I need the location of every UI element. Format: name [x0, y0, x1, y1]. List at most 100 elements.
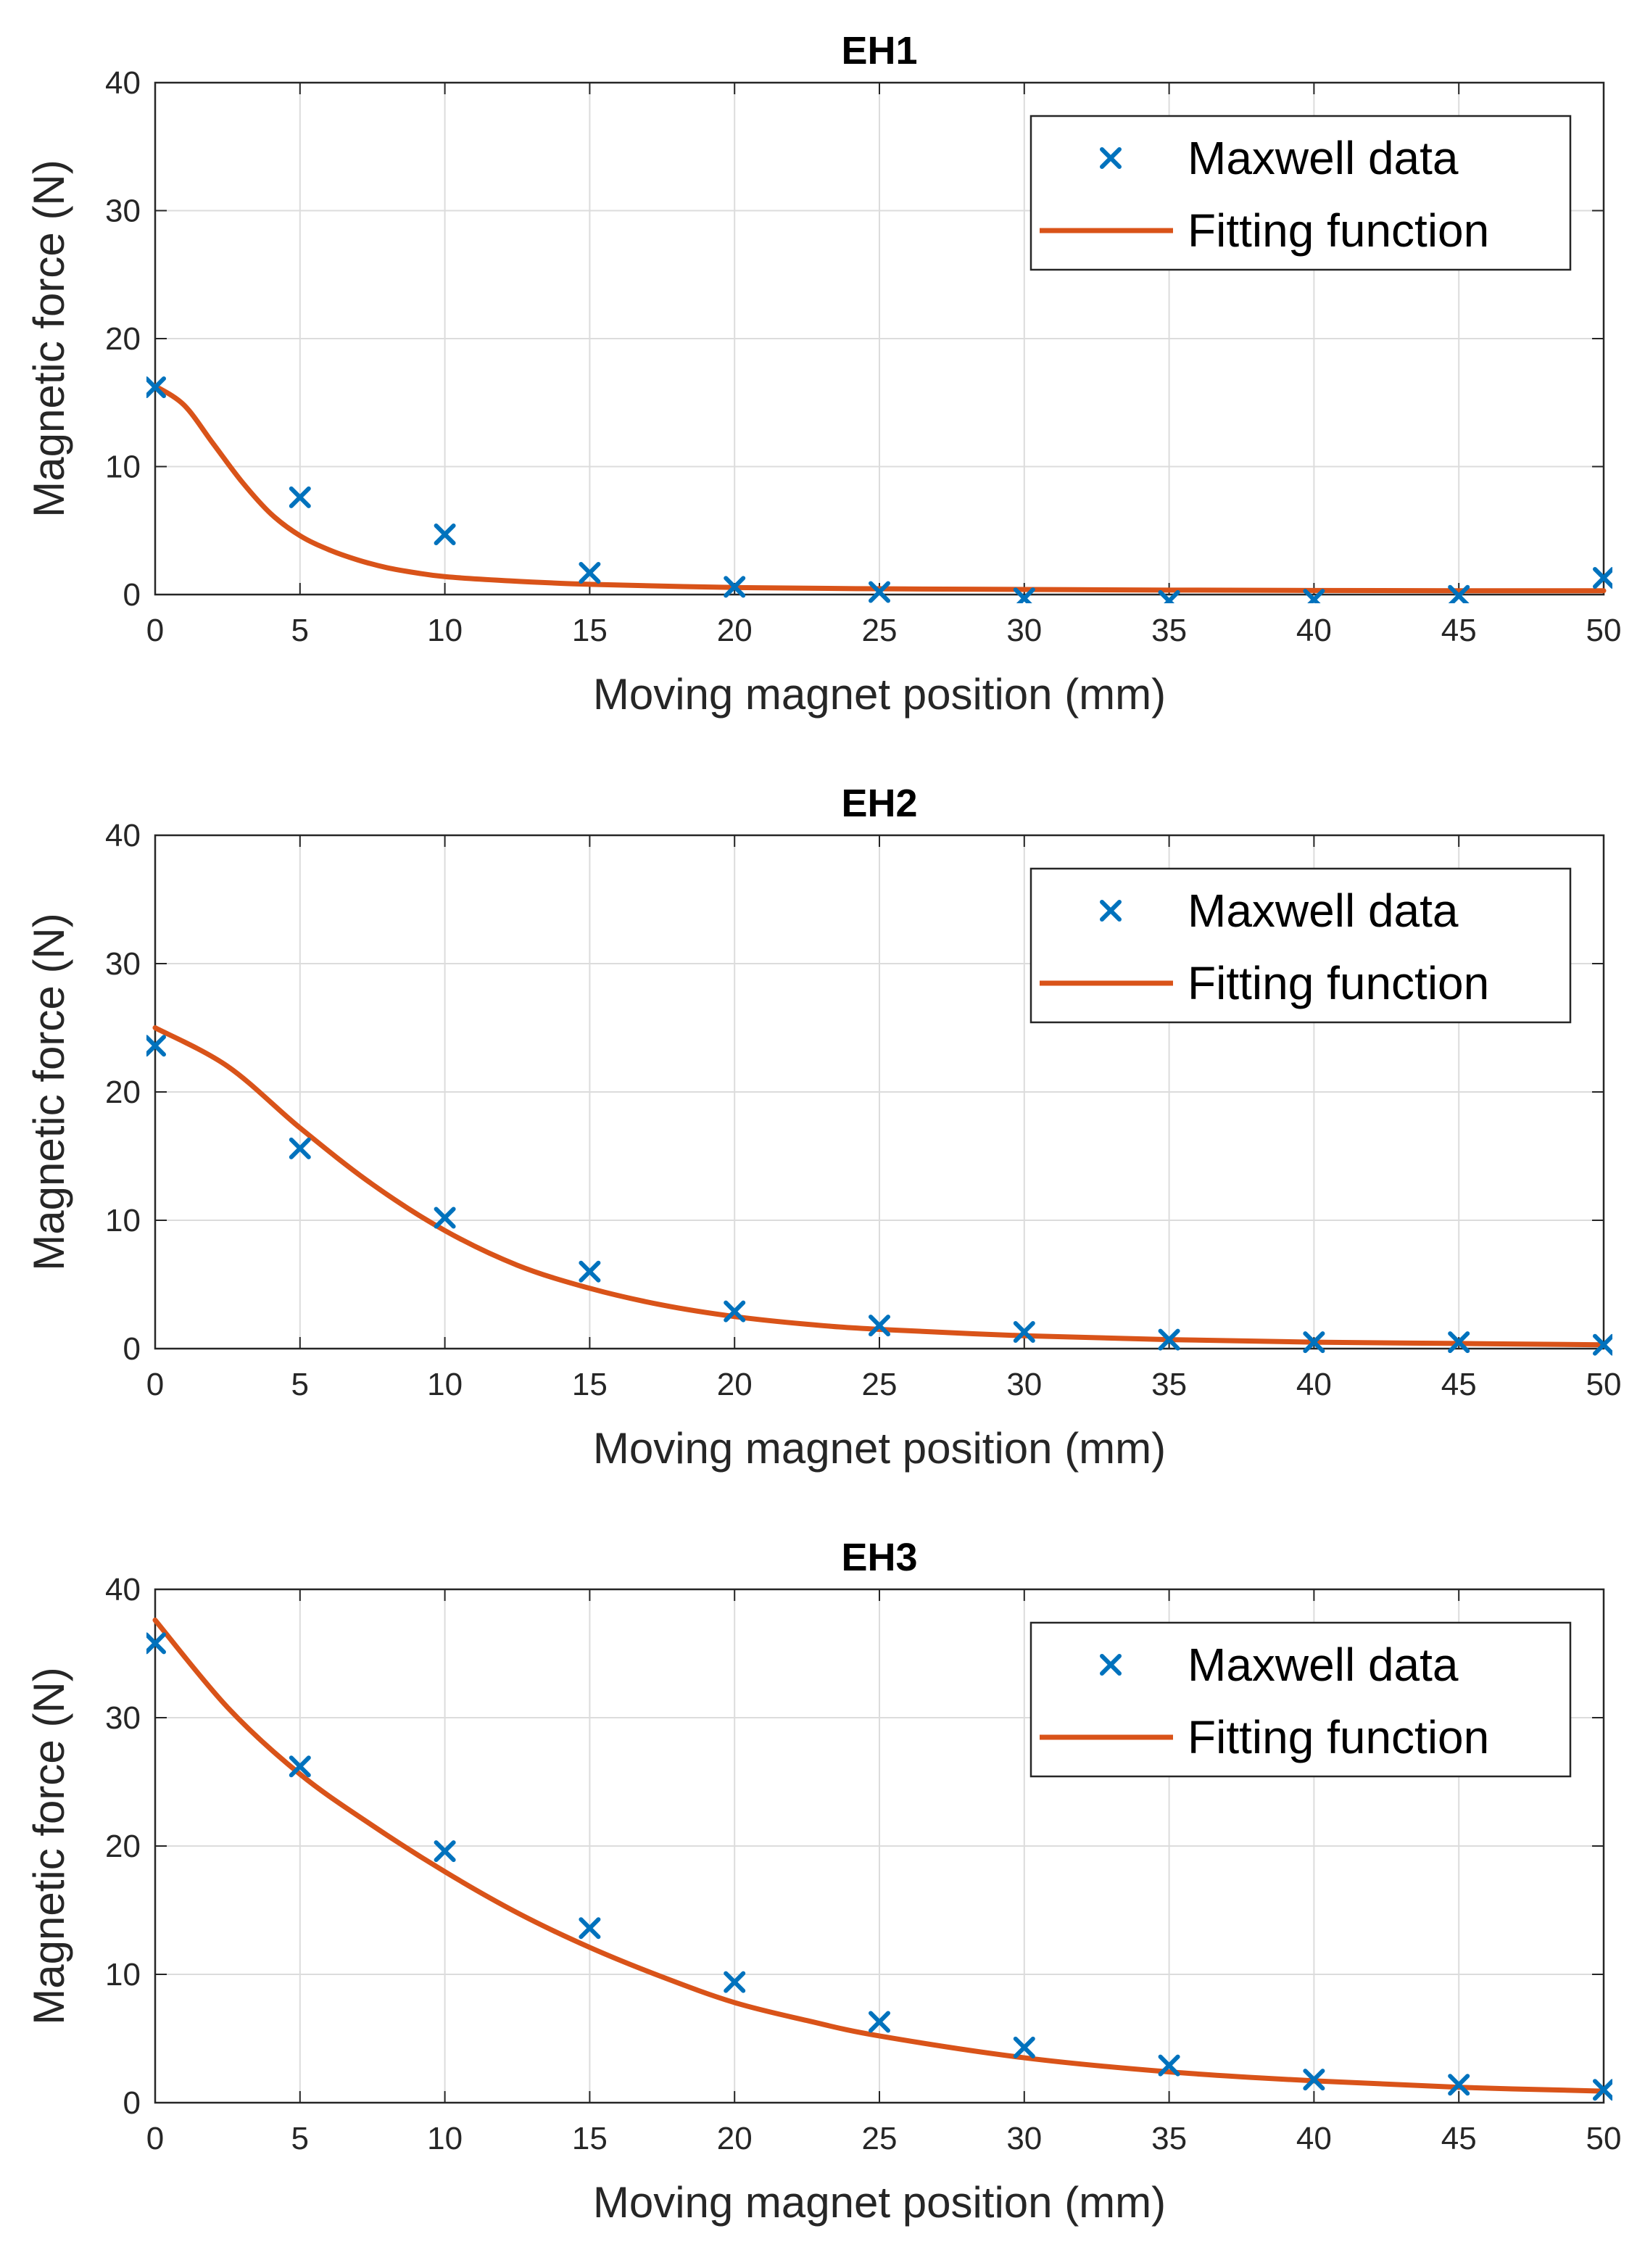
maxwell-data-point	[579, 1260, 601, 1283]
maxwell-data-point	[724, 1300, 746, 1323]
legend-box	[1029, 1621, 1572, 1778]
x-tick-label: 20	[717, 613, 753, 648]
x-tick-label: 5	[291, 2121, 309, 2156]
x-tick-label: 40	[1296, 1367, 1332, 1402]
maxwell-data-point	[289, 1137, 311, 1159]
y-tick-label: 40	[105, 1572, 141, 1607]
fit-line-1	[152, 383, 1607, 594]
maxwell-data-point	[579, 561, 601, 584]
chart-panel-1: 0 5 10 15 20 25 30 35 40 45 50 0 10 20 30 40 EH1 Moving m…	[25, 29, 1621, 719]
axes-box	[154, 834, 1605, 1350]
x-tick-label: 50	[1586, 1367, 1622, 1402]
x-tick-label: 35	[1151, 2121, 1187, 2156]
chart-title: EH3	[841, 1536, 917, 1579]
maxwell-data-point	[289, 486, 311, 508]
y-axis-label: Magnetic force (N)	[25, 160, 73, 517]
maxwell-data-point	[724, 1971, 746, 1993]
legend-label: Maxwell data	[1188, 132, 1459, 184]
maxwell-data-point	[1448, 1331, 1470, 1354]
x-tick-label: 35	[1151, 613, 1187, 648]
legend: Maxwell data Fitting function	[1029, 115, 1572, 271]
x-tick-label: 15	[572, 613, 608, 648]
axes-box	[154, 1588, 1605, 2104]
y-tick-label: 10	[105, 450, 141, 485]
x-tick-label: 15	[572, 1367, 608, 1402]
legend-box	[1029, 115, 1572, 271]
x-tick-label: 20	[717, 2121, 753, 2156]
maxwell-data-point	[1158, 2054, 1180, 2077]
x-tick-label: 40	[1296, 2121, 1332, 2156]
fit-line-2	[152, 1025, 1607, 1348]
x-tick-label: 45	[1441, 1367, 1477, 1402]
y-tick-label: 0	[123, 2085, 141, 2121]
legend-marker-icon	[1100, 900, 1122, 922]
maxwell-data-point	[1303, 2069, 1325, 2091]
maxwell-data-point	[434, 523, 456, 546]
y-tick-label: 10	[105, 1203, 141, 1238]
y-tick-label: 0	[123, 1331, 141, 1367]
x-tick-label: 20	[717, 1367, 753, 1402]
x-tick-label: 45	[1441, 613, 1477, 648]
data-layer	[146, 1025, 1612, 1356]
maxwell-data-point	[146, 1035, 166, 1057]
legend-label: Maxwell data	[1188, 1639, 1459, 1691]
maxwell-data-point	[1303, 589, 1325, 603]
maxwell-data-point	[146, 1632, 166, 1655]
legend-label: Maxwell data	[1188, 885, 1459, 937]
x-tick-label: 35	[1151, 1367, 1187, 1402]
data-layer	[146, 376, 1612, 603]
x-tick-label: 5	[291, 613, 309, 648]
maxwell-data-point	[1013, 1320, 1035, 1343]
y-tick-label: 20	[105, 1075, 141, 1110]
legend-label: Fitting function	[1188, 1711, 1489, 1763]
maxwell-data-point	[724, 576, 746, 598]
chart-panel-3: 0 5 10 15 20 25 30 35 40 45 50 0 10 20 30 40 EH3 Moving m…	[25, 1536, 1621, 2227]
x-tick-label: 30	[1006, 1367, 1042, 1402]
maxwell-data-point	[434, 1840, 456, 1863]
maxwell-data-point	[579, 1917, 601, 1940]
x-tick-label: 10	[427, 2121, 463, 2156]
maxwell-data-point	[1158, 1328, 1180, 1351]
x-axis-label: Moving magnet position (mm)	[593, 2178, 1166, 2227]
y-tick-label: 0	[123, 577, 141, 613]
y-tick-label: 40	[105, 818, 141, 853]
maxwell-data-point	[1303, 1331, 1325, 1354]
x-axis-label: Moving magnet position (mm)	[593, 670, 1166, 719]
maxwell-data-point	[434, 1207, 456, 1229]
legend: Maxwell data Fitting function	[1029, 1621, 1572, 1778]
legend-marker-icon	[1100, 147, 1122, 169]
data-layer	[146, 1617, 1612, 2101]
y-tick-label: 20	[105, 1829, 141, 1864]
y-tick-label: 30	[105, 194, 141, 229]
x-axis-label: Moving magnet position (mm)	[593, 1424, 1166, 1473]
x-tick-label: 50	[1586, 613, 1622, 648]
maxwell-data-point	[869, 1315, 890, 1337]
maxwell-data-point	[1448, 584, 1470, 603]
x-tick-label: 30	[1006, 2121, 1042, 2156]
maxwell-data-point	[289, 1755, 311, 1778]
y-axis-label: Magnetic force (N)	[25, 1667, 73, 2024]
chart-title: EH1	[841, 29, 917, 73]
maxwell-data-point	[1593, 2079, 1612, 2101]
maxwell-data-point	[1593, 1333, 1612, 1356]
x-tick-label: 25	[862, 1367, 898, 1402]
maxwell-data-point	[869, 581, 890, 603]
x-tick-label: 0	[146, 2121, 164, 2156]
x-tick-label: 0	[146, 613, 164, 648]
legend-marker-icon	[1100, 1654, 1122, 1676]
y-tick-label: 30	[105, 946, 141, 982]
x-tick-label: 5	[291, 1367, 309, 1402]
x-tick-label: 25	[862, 2121, 898, 2156]
maxwell-data-point	[869, 2011, 890, 2033]
legend: Maxwell data Fitting function	[1029, 867, 1572, 1024]
y-tick-label: 20	[105, 321, 141, 357]
y-tick-label: 10	[105, 1957, 141, 1992]
legend-box	[1029, 867, 1572, 1024]
y-axis-label: Magnetic force (N)	[25, 913, 73, 1270]
x-tick-label: 45	[1441, 2121, 1477, 2156]
y-tick-label: 40	[105, 65, 141, 101]
maxwell-data-point	[146, 376, 166, 399]
legend-label: Fitting function	[1188, 957, 1489, 1009]
x-tick-label: 0	[146, 1367, 164, 1402]
